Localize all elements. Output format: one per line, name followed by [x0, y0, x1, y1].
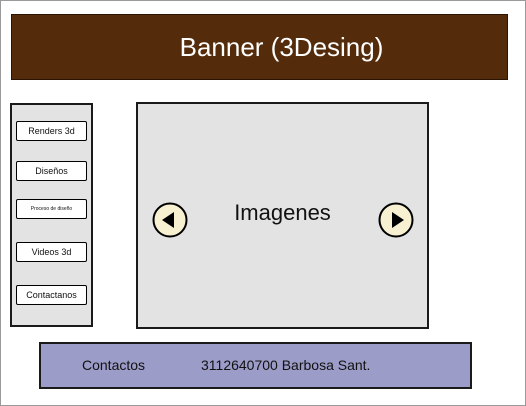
sidebar-item-proceso-de-diseno[interactable]: Proceso de diseño	[16, 199, 87, 219]
image-viewer: Imagenes	[136, 102, 429, 329]
footer: Contactos 3112640700 Barbosa Sant.	[39, 342, 472, 389]
next-image-button[interactable]	[378, 202, 414, 238]
banner: Banner (3Desing)	[11, 14, 508, 80]
sidebar-item-disenos[interactable]: Diseños	[16, 161, 87, 181]
footer-contacts-label: Contactos	[82, 357, 146, 373]
sidebar-item-videos-3d[interactable]: Videos 3d	[16, 242, 87, 262]
viewer-label: Imagenes	[234, 200, 331, 225]
sidebar-item-renders-3d[interactable]: Renders 3d	[16, 121, 87, 141]
footer-contact-info: 3112640700 Barbosa Sant.	[201, 357, 371, 373]
sidebar: Renders 3d Diseños Proceso de diseño Vid…	[10, 103, 93, 327]
sidebar-item-contactanos[interactable]: Contactanos	[16, 285, 87, 305]
banner-title: Banner (3Desing)	[179, 31, 384, 62]
arrow-right-circle-icon	[378, 202, 414, 238]
arrow-left-circle-icon	[152, 202, 188, 238]
prev-image-button[interactable]	[152, 202, 188, 238]
